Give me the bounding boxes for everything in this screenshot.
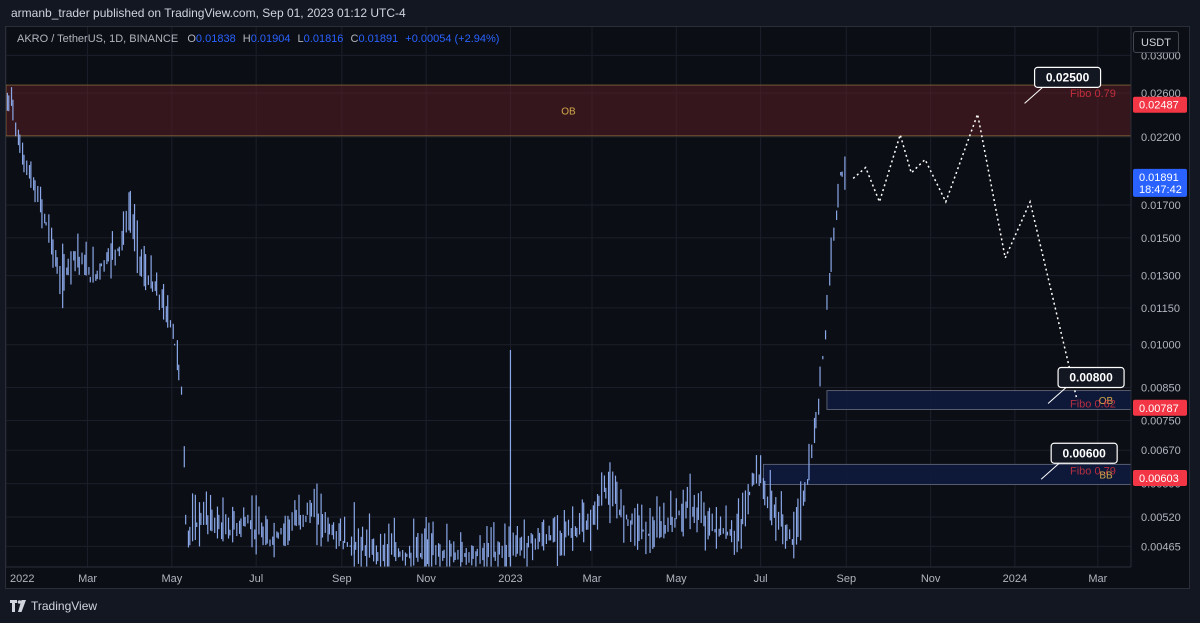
fibo-label: Fibo 0.79 (1070, 88, 1116, 100)
low-value: 0.01816 (303, 33, 344, 45)
price-tick-label: 0.01700 (1141, 200, 1181, 212)
zone-ob (6, 84, 1132, 137)
price-tick-label: 0.01500 (1141, 233, 1181, 245)
chart-pane[interactable]: OB OB BB Fibo 0.79 Fibo 0.62 Fibo 0.79 0.0250… (5, 26, 1190, 589)
time-tick-label: Sep (837, 573, 857, 585)
fibo-label: Fibo 0.79 (1070, 466, 1116, 478)
axis-bg (1131, 27, 1189, 588)
callouts: 0.02500 0.00800 0.00600 (1024, 66, 1125, 480)
zones (6, 84, 1132, 485)
callout-box (1050, 442, 1118, 464)
callout-pointer (1024, 87, 1043, 104)
price-tag (1133, 469, 1187, 486)
zone-label: OB (561, 106, 576, 117)
time-tick-label: Nov (416, 573, 436, 585)
projection-path (852, 111, 1078, 401)
price-tick-label: 0.00750 (1141, 415, 1181, 427)
callout-text: 0.02500 (1046, 70, 1090, 84)
callout-text: 0.00800 (1069, 370, 1113, 384)
price-axis: 0.030000.026000.022000.017000.015000.013… (1130, 27, 1189, 588)
price-tag-text: 0.02487 (1139, 100, 1179, 112)
zone-label: OB (1099, 396, 1114, 407)
price-tag-text: 0.00603 (1139, 473, 1179, 485)
price-tick-label: 0.02200 (1141, 132, 1181, 144)
low-label: L (297, 33, 304, 45)
change-value: +0.00054 (+2.94%) (405, 33, 500, 45)
footer: TradingView (10, 598, 97, 614)
price-tick-label: 0.03000 (1141, 50, 1181, 62)
publish-caption: armanb_trader published on TradingView.c… (0, 0, 1200, 26)
price-tag-text: 0.00787 (1139, 403, 1179, 415)
callout-box (1057, 366, 1125, 389)
callout-text: 0.00600 (1062, 446, 1106, 460)
time-tick-label: 2023 (498, 573, 522, 585)
symbol-legend: AKRO / TetherUS, 1D, BINANCE O0.01838 H0… (17, 33, 499, 45)
time-tick-label: Jul (249, 573, 263, 585)
currency-button[interactable]: USDT (1133, 31, 1179, 53)
countdown-text: 18:47:42 (1139, 184, 1182, 196)
fibo-label: Fibo 0.62 (1070, 398, 1116, 410)
close-value: 0.01891 (358, 33, 399, 45)
price-tick-label: 0.00465 (1141, 541, 1181, 553)
callout-box (1033, 66, 1102, 88)
time-tick-label: May (666, 573, 687, 585)
time-tick-label: Nov (921, 573, 941, 585)
time-tick-label: Jul (754, 573, 768, 585)
open-value: 0.01838 (195, 33, 236, 45)
close-label: C (350, 33, 359, 45)
projection-line (852, 111, 1078, 401)
time-tick-label: Sep (332, 573, 352, 585)
price-tag (1133, 168, 1187, 197)
time-tick-label: 2022 (10, 573, 34, 585)
callout-pointer (1040, 462, 1060, 480)
symbol-title: AKRO / TetherUS, 1D, BINANCE (17, 33, 179, 45)
time-tick-label: Mar (1088, 573, 1107, 585)
price-tick-label: 0.00520 (1141, 512, 1181, 524)
time-tick-label: Mar (583, 573, 602, 585)
high-value: 0.01904 (250, 33, 291, 45)
callout-pointer (1047, 387, 1067, 404)
high-label: H (242, 33, 251, 45)
price-tag (1133, 399, 1187, 416)
price-tag-text: 0.01891 (1139, 172, 1179, 184)
zone-label: BB (1099, 470, 1113, 481)
open-label: O (187, 33, 196, 45)
time-tick-label: May (161, 573, 182, 585)
candles (6, 87, 846, 567)
tradingview-logo-icon (10, 600, 26, 612)
time-tick-label: 2024 (1003, 573, 1027, 585)
time-axis: 2022 Mar May Jul Sep Nov 2023 Mar May Jul Sep Nov 20… (6, 566, 1131, 585)
time-tick-label: Mar (78, 573, 97, 585)
price-tick-label: 0.01150 (1141, 303, 1180, 315)
price-tick-label: 0.00850 (1141, 383, 1181, 395)
price-tick-label: 0.01300 (1141, 271, 1181, 283)
price-tick-label: 0.01000 (1141, 340, 1181, 352)
price-tick-label: 0.00670 (1141, 445, 1181, 457)
price-tag (1133, 96, 1187, 113)
footer-brand: TradingView (31, 599, 98, 613)
